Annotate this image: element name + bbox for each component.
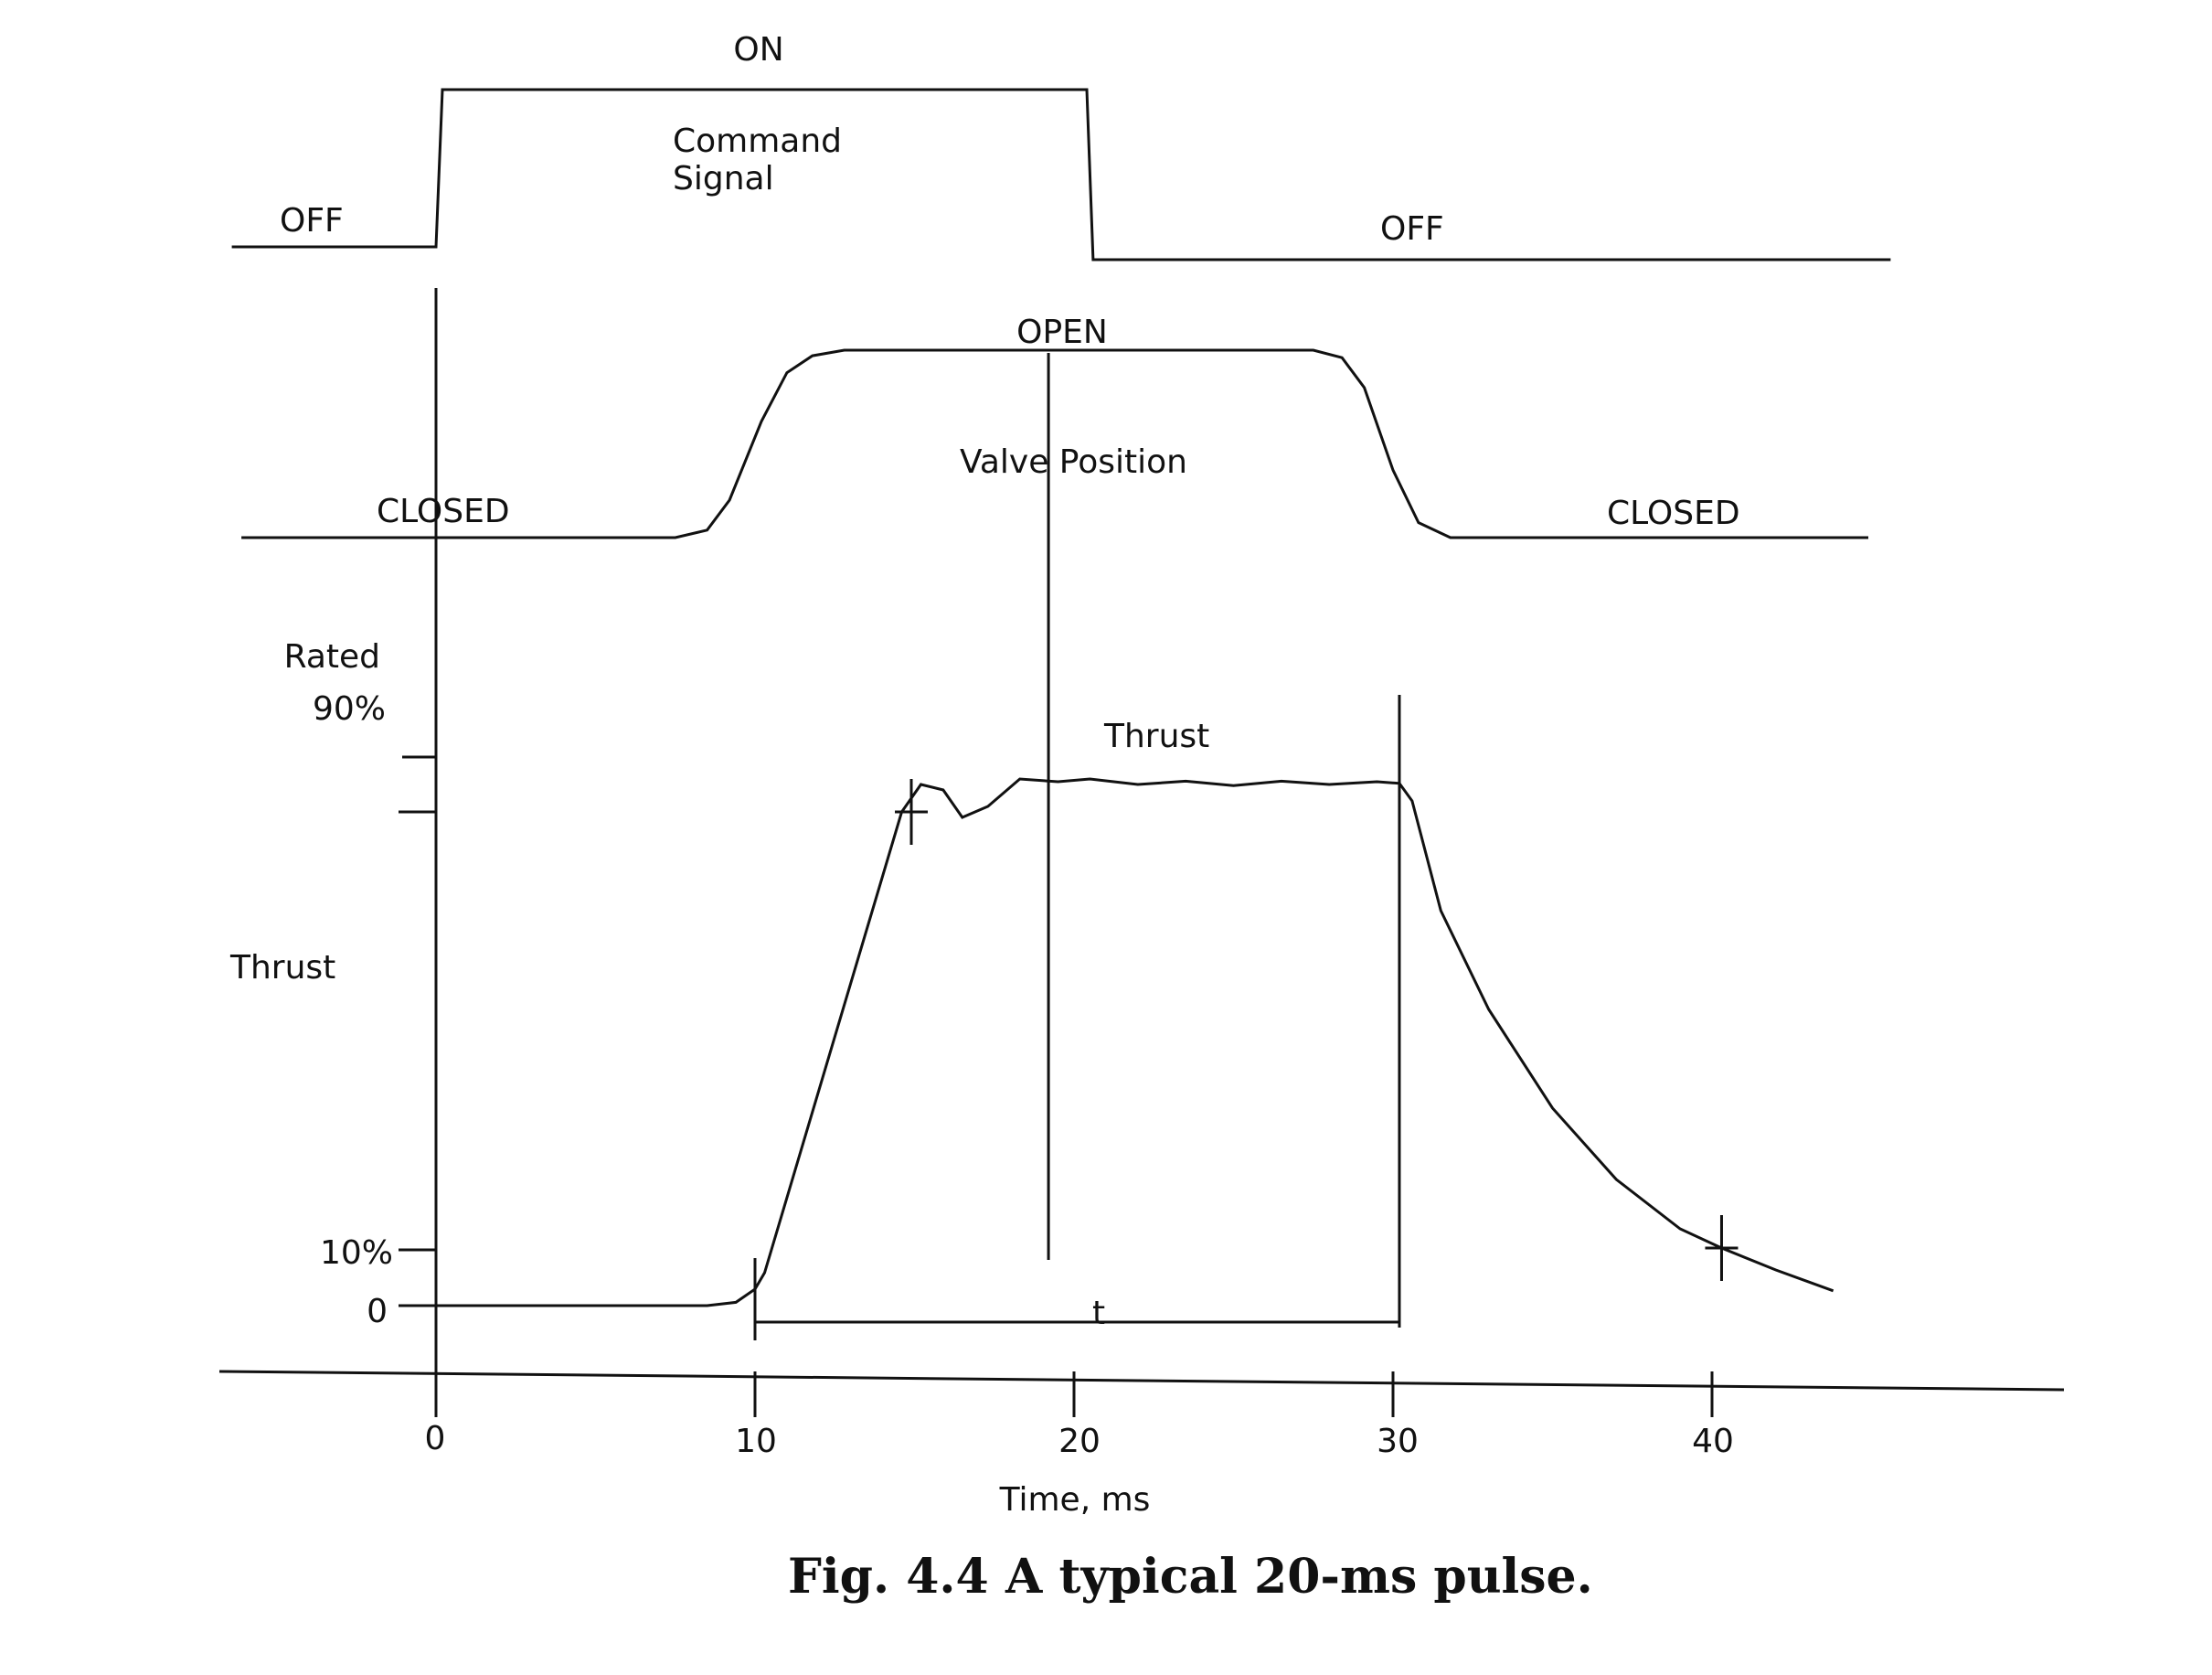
valve-open-label: OPEN <box>1016 314 1108 351</box>
y-tick-label-rated: Rated <box>284 638 380 676</box>
y-tick-label-0: 0 <box>367 1293 388 1330</box>
figure-caption-text: A typical 20-ms pulse. <box>1005 1549 1593 1605</box>
command-signal-label-line-2: Signal <box>673 160 774 197</box>
thrust-interval-label: t <box>1092 1295 1105 1332</box>
command-off-label-left: OFF <box>280 202 344 240</box>
command-signal-label-line-1: Command <box>673 123 842 160</box>
thrust-trace-label: Thrust <box>1103 718 1209 755</box>
time-axis-line <box>218 1370 2065 1392</box>
x-tick-label-30: 30 <box>1377 1423 1419 1460</box>
chart-marks <box>218 88 2065 1417</box>
command-off-label-right: OFF <box>1380 210 1444 248</box>
figure-caption-number: Fig. 4.4 <box>788 1549 989 1605</box>
x-tick-label-10: 10 <box>735 1423 777 1460</box>
command-on-label: ON <box>733 31 783 69</box>
command-signal-trace <box>231 88 1891 261</box>
x-axis-title: Time, ms <box>999 1481 1151 1519</box>
valve-position-label: Valve Position <box>960 443 1187 481</box>
x-tick-label-20: 20 <box>1058 1423 1101 1460</box>
x-tick-label-40: 40 <box>1692 1423 1734 1460</box>
y-tick-label-10: 10% <box>320 1234 393 1272</box>
valve-closed-label-right: CLOSED <box>1607 495 1740 532</box>
thrust-trace <box>436 777 1834 1307</box>
y-tick-label-90: 90% <box>313 690 386 728</box>
x-tick-label-0: 0 <box>425 1420 446 1457</box>
valve-closed-label-left: CLOSED <box>377 493 510 530</box>
thrust-axis-label: Thrust <box>229 949 335 987</box>
valve-position-trace <box>241 348 1868 539</box>
